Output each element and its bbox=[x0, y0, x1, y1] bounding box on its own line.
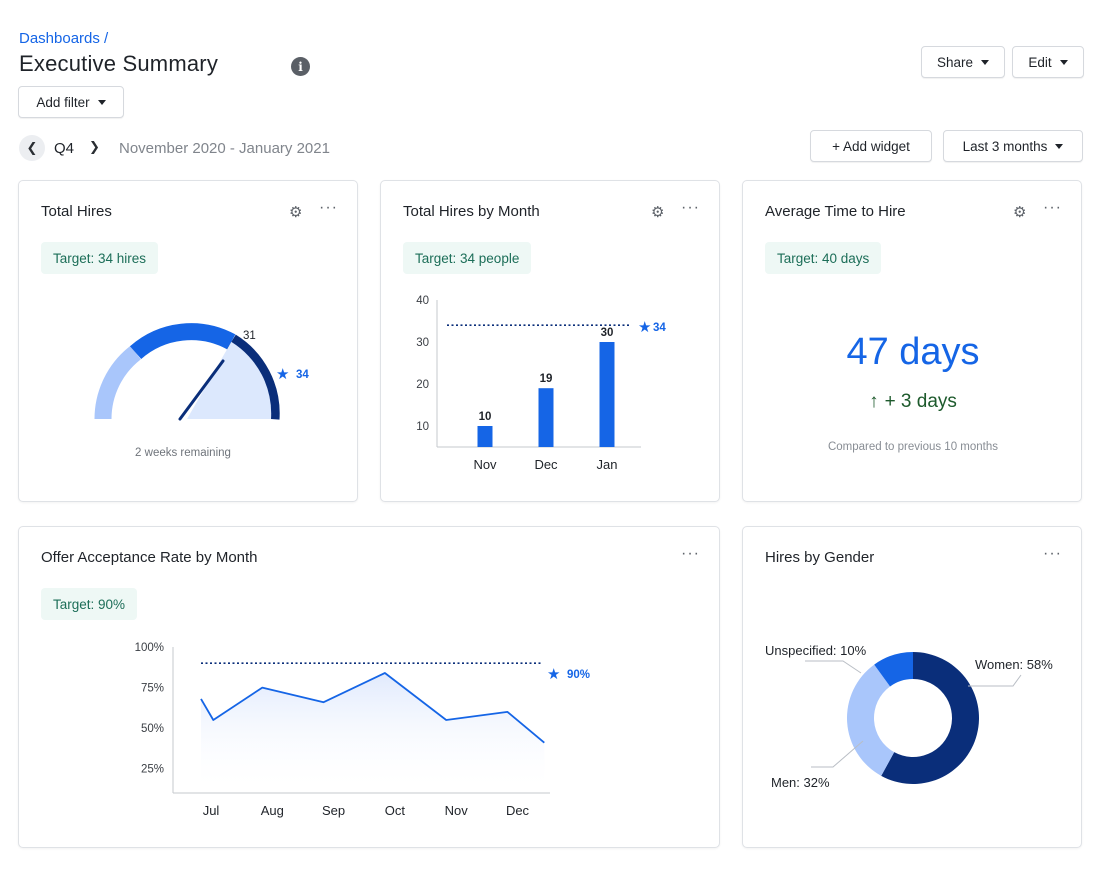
gear-icon[interactable]: ⚙ bbox=[651, 204, 665, 221]
x-tick-label: Aug bbox=[261, 803, 284, 818]
card-title: Total Hires bbox=[41, 203, 112, 220]
x-tick-label: Sep bbox=[322, 803, 345, 818]
y-tick-label: 50% bbox=[141, 723, 164, 735]
caret-down-icon bbox=[97, 99, 106, 105]
page-title: Executive Summary bbox=[19, 51, 219, 76]
x-tick-label: Jul bbox=[203, 803, 220, 818]
more-options-icon[interactable]: ··· bbox=[319, 199, 338, 216]
y-tick-label: 30 bbox=[416, 337, 429, 349]
share-button-label: Share bbox=[936, 54, 974, 70]
target-badge: Target: 90% bbox=[41, 588, 138, 620]
donut-slice bbox=[847, 664, 895, 776]
x-tick-label: Nov bbox=[473, 457, 497, 472]
total-hires-card: Total Hires ⚙ ··· Target: 34 hires 31 ★ … bbox=[18, 180, 358, 502]
slice-label: Men: 32% bbox=[771, 775, 830, 790]
arrow-up-icon: ↑ bbox=[869, 391, 879, 412]
target-badge: Target: 34 hires bbox=[41, 242, 159, 274]
bar bbox=[599, 342, 615, 447]
line-chart: ★ 90% 100% 75% 50% 25% Jul Aug Sep Oct Nov Dec bbox=[135, 642, 590, 818]
avg-time-value: 47 days bbox=[846, 331, 980, 373]
range-select[interactable]: Last 3 months bbox=[943, 130, 1083, 162]
gauge-needle bbox=[178, 359, 225, 421]
more-options-icon[interactable]: ··· bbox=[681, 199, 700, 216]
edit-button-label: Edit bbox=[1028, 54, 1052, 70]
breadcrumb[interactable]: Dashboards / bbox=[19, 30, 109, 47]
period-label: Q4 bbox=[54, 140, 75, 157]
more-options-icon[interactable]: ··· bbox=[681, 545, 700, 562]
gauge-value-label: 31 bbox=[243, 330, 256, 342]
x-tick-label: Oct bbox=[385, 803, 406, 818]
x-tick-label: Dec bbox=[534, 457, 558, 472]
gauge-segment-low bbox=[94, 345, 142, 420]
more-options-icon[interactable]: ··· bbox=[1043, 199, 1062, 216]
compare-note: Compared to previous 10 months bbox=[827, 441, 999, 453]
target-badge: Target: 40 days bbox=[765, 242, 882, 274]
hires-by-month-card: Total Hires by Month ⚙ ··· Target: 34 pe… bbox=[380, 180, 720, 502]
bar-value-label: 10 bbox=[479, 411, 492, 423]
gear-icon[interactable]: ⚙ bbox=[289, 204, 303, 221]
chevron-left-icon[interactable]: ❮ bbox=[19, 135, 45, 161]
bar-value-label: 30 bbox=[601, 327, 614, 339]
target-badge: Target: 34 people bbox=[403, 242, 532, 274]
leader-line bbox=[968, 674, 1022, 687]
card-title: Average Time to Hire bbox=[765, 203, 906, 220]
star-icon: ★ bbox=[547, 666, 560, 683]
y-tick-label: 10 bbox=[416, 421, 429, 433]
leader-line bbox=[811, 740, 864, 768]
caret-down-icon bbox=[981, 59, 990, 65]
bar-value-label: 19 bbox=[540, 373, 553, 385]
add-filter-button[interactable]: Add filter bbox=[18, 86, 124, 118]
y-tick-label: 25% bbox=[141, 764, 164, 776]
y-tick-label: 20 bbox=[416, 379, 429, 391]
x-tick-label: Dec bbox=[506, 803, 530, 818]
x-tick-label: Jan bbox=[597, 457, 618, 472]
slice-label: Unspecified: 10% bbox=[765, 643, 867, 658]
star-icon: ★ bbox=[638, 319, 651, 336]
card-title: Hires by Gender bbox=[765, 549, 875, 566]
more-options-icon[interactable]: ··· bbox=[1043, 545, 1062, 562]
caret-down-icon bbox=[1055, 143, 1064, 149]
x-tick-label: Nov bbox=[445, 803, 469, 818]
y-tick-label: 75% bbox=[141, 683, 164, 695]
gauge-chart: 31 ★ 34 2 weeks remaining bbox=[94, 323, 309, 459]
share-button[interactable]: Share bbox=[921, 46, 1005, 78]
card-title: Total Hires by Month bbox=[403, 203, 540, 220]
bar-chart: ★ 34 10 20 30 40 10 Nov 19 Dec 30 Jan bbox=[416, 295, 666, 472]
add-widget-label: + Add widget bbox=[832, 138, 910, 154]
star-icon: ★ bbox=[276, 366, 289, 383]
chevron-right-icon[interactable]: ❯ bbox=[89, 139, 100, 154]
gauge-segment-mid bbox=[129, 323, 236, 360]
edit-button[interactable]: Edit bbox=[1012, 46, 1084, 78]
gender-card: Hires by Gender ··· Women: 58% Men: 32% Un… bbox=[742, 526, 1082, 848]
gauge-caption: 2 weeks remaining bbox=[135, 447, 231, 459]
info-icon[interactable]: i bbox=[291, 57, 310, 76]
target-label: 90% bbox=[567, 669, 590, 681]
offer-rate-card: Offer Acceptance Rate by Month ··· Targe… bbox=[18, 526, 720, 848]
bar bbox=[477, 426, 493, 447]
slice-label: Women: 58% bbox=[975, 657, 1053, 672]
avg-time-card: Average Time to Hire ⚙ ··· Target: 40 da… bbox=[742, 180, 1082, 502]
gear-icon[interactable]: ⚙ bbox=[1013, 204, 1027, 221]
leader-line bbox=[805, 660, 862, 674]
caret-down-icon bbox=[1059, 59, 1068, 65]
add-filter-label: Add filter bbox=[36, 94, 90, 110]
series-line bbox=[200, 672, 545, 744]
range-select-value: Last 3 months bbox=[962, 138, 1048, 154]
bar bbox=[538, 388, 554, 447]
add-widget-button[interactable]: + Add widget bbox=[810, 130, 932, 162]
donut-slice bbox=[874, 652, 913, 687]
line-area bbox=[201, 673, 545, 793]
delta-text: + 3 days bbox=[884, 391, 957, 412]
donut-slice bbox=[881, 652, 979, 784]
y-tick-label: 40 bbox=[416, 295, 429, 307]
card-title: Offer Acceptance Rate by Month bbox=[41, 549, 258, 566]
target-label: 34 bbox=[653, 322, 666, 334]
period-range: November 2020 - January 2021 bbox=[119, 140, 330, 157]
avg-time-delta: ↑ + 3 days bbox=[743, 391, 1083, 413]
y-tick-label: 100% bbox=[135, 642, 164, 654]
gauge-target-label: 34 bbox=[296, 369, 309, 381]
donut-chart: Women: 58% Men: 32% Unspecified: 10% bbox=[765, 643, 1053, 790]
gauge-fill-wedge bbox=[187, 341, 272, 419]
